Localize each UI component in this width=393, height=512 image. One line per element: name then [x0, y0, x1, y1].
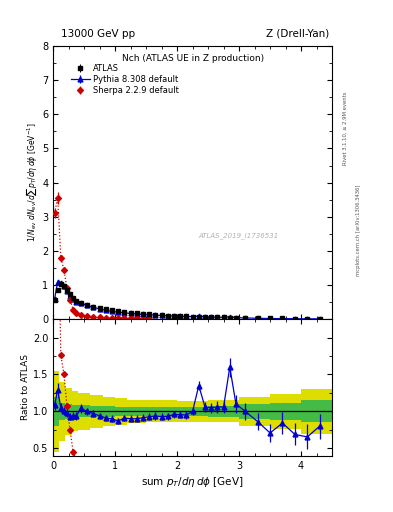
Y-axis label: Ratio to ATLAS: Ratio to ATLAS: [21, 354, 30, 420]
Text: Nch (ATLAS UE in Z production): Nch (ATLAS UE in Z production): [121, 54, 264, 63]
Legend: ATLAS, Pythia 8.308 default, Sherpa 2.2.9 default: ATLAS, Pythia 8.308 default, Sherpa 2.2.…: [71, 64, 179, 95]
Text: 13000 GeV pp: 13000 GeV pp: [61, 29, 135, 39]
Text: mcplots.cern.ch [arXiv:1306.3436]: mcplots.cern.ch [arXiv:1306.3436]: [356, 185, 361, 276]
Text: Rivet 3.1.10, ≥ 2.9M events: Rivet 3.1.10, ≥ 2.9M events: [343, 91, 348, 165]
Text: ATLAS_2019_I1736531: ATLAS_2019_I1736531: [198, 232, 278, 239]
Text: Z (Drell-Yan): Z (Drell-Yan): [266, 29, 329, 39]
Y-axis label: $1/N_\mathrm{ev}\ dN_\mathrm{ev}/d\sum p_T/d\eta\,d\phi\ [\mathrm{GeV}^{-1}]$: $1/N_\mathrm{ev}\ dN_\mathrm{ev}/d\sum p…: [25, 123, 39, 243]
X-axis label: sum $p_T/d\eta\,d\phi$ [GeV]: sum $p_T/d\eta\,d\phi$ [GeV]: [141, 475, 244, 489]
